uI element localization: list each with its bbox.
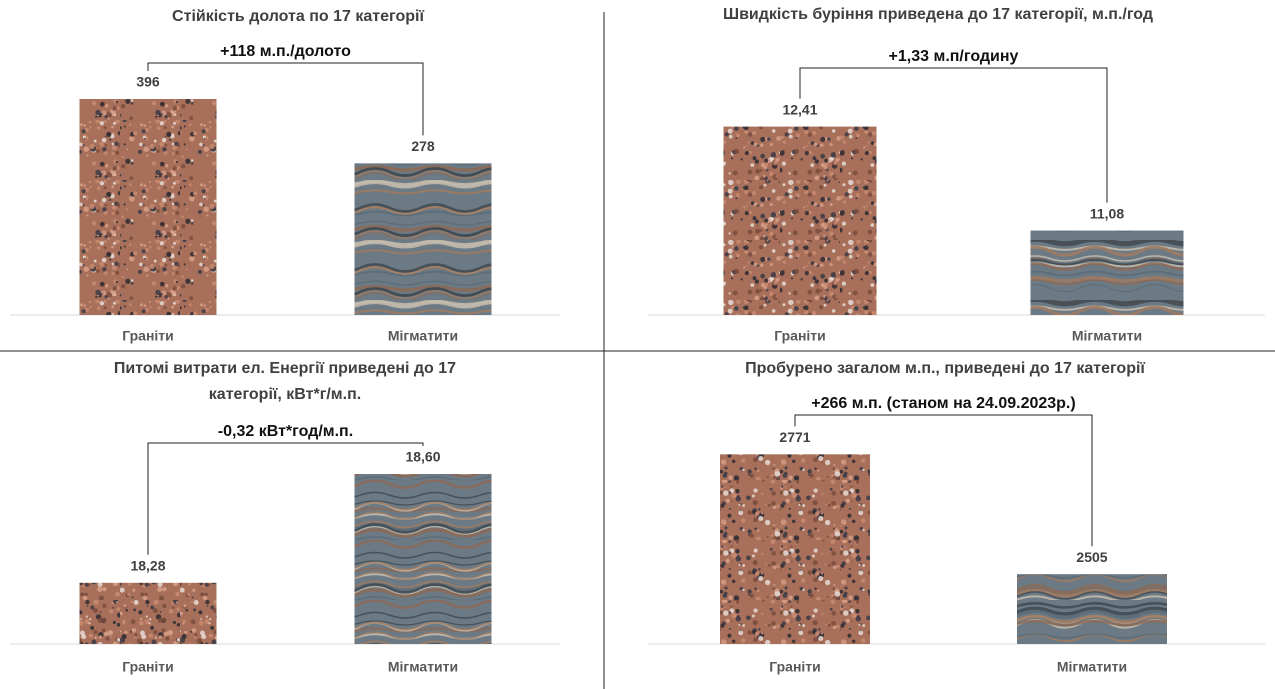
value-label: 12,41 [782, 101, 817, 117]
bar [720, 454, 870, 644]
category-label: Граніти [122, 328, 174, 344]
dashboard: 396 Граніти 278 Мігматити +118 м.п./долото 12… [0, 0, 1275, 689]
value-label: 396 [136, 74, 160, 90]
chart-title: Пробурено загалом м.п., приведені до 17 … [745, 356, 1145, 382]
bar [355, 474, 492, 644]
category-label: Мігматити [388, 328, 458, 344]
annotation: +266 м.п. (станом на 24.09.2023р.) [811, 395, 1075, 412]
category-label: Мігматити [1057, 659, 1127, 675]
value-label: 2771 [779, 429, 810, 445]
bar [1031, 231, 1184, 315]
chart-title: Швидкість буріння приведена до 17 катего… [723, 2, 1153, 28]
value-label: 11,08 [1090, 205, 1124, 221]
charts: 396 Граніти 278 Мігматити +118 м.п./долото 12… [0, 0, 1275, 689]
value-label: 278 [411, 138, 435, 154]
bar [80, 583, 217, 644]
category-label: Граніти [774, 328, 826, 344]
chart-title: Стійкість долота по 17 категорії [172, 4, 424, 30]
annotation: +118 м.п./долото [220, 43, 351, 60]
bar [724, 127, 877, 315]
value-label: 18,60 [405, 449, 440, 465]
value-label: 2505 [1076, 549, 1107, 565]
category-label: Граніти [122, 659, 174, 675]
bar [80, 99, 217, 315]
category-label: Мігматити [1072, 328, 1142, 344]
bar [1017, 574, 1167, 644]
bar [355, 163, 492, 315]
category-label: Мігматити [388, 659, 458, 675]
category-label: Граніти [769, 659, 821, 675]
chart-title: Питомі витрати ел. Енергії приведені до … [105, 356, 465, 408]
value-label: 18,28 [130, 558, 165, 574]
annotation: +1,33 м.п/годину [889, 48, 1019, 65]
annotation: -0,32 кВт*год/м.п. [218, 423, 353, 440]
